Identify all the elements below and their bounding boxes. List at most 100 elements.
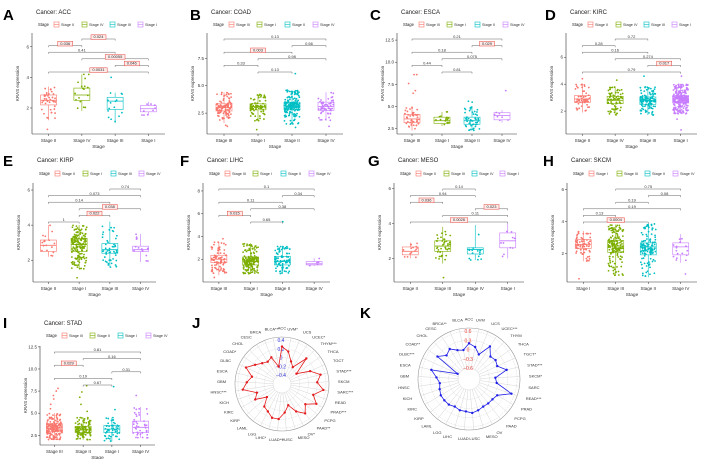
- data-point-outlier: [49, 407, 52, 410]
- data-point: [642, 226, 645, 229]
- x-tick-label: Stage II: [75, 449, 91, 454]
- data-point: [72, 236, 75, 239]
- data-point-outlier: [76, 276, 79, 279]
- data-point: [82, 73, 85, 76]
- data-point: [109, 440, 112, 442]
- x-tick-label: Stage I: [435, 138, 449, 143]
- legend-item: Stage I: [252, 170, 272, 177]
- legend-item: Stage IV: [615, 21, 638, 28]
- data-point: [621, 247, 624, 250]
- data-point: [292, 108, 295, 111]
- data-point: [443, 240, 446, 243]
- data-point: [245, 259, 248, 261]
- data-point: [146, 247, 149, 250]
- radar-category-label: SARC: [528, 385, 539, 390]
- data-point: [642, 243, 645, 245]
- data-point: [609, 110, 612, 113]
- data-point: [133, 407, 136, 409]
- box-iqr: [639, 242, 657, 256]
- data-point: [83, 237, 86, 240]
- data-point: [654, 93, 656, 95]
- data-point: [685, 254, 688, 257]
- x-tick-label: Stage I: [501, 286, 515, 291]
- data-point: [154, 107, 157, 110]
- p-value-label: 0.94: [439, 191, 448, 196]
- data-point: [680, 105, 683, 108]
- data-point: [282, 255, 284, 258]
- data-point: [248, 244, 251, 247]
- data-point: [621, 92, 624, 95]
- significance-box: [86, 210, 103, 217]
- data-point: [221, 107, 224, 110]
- comparison-bracket: 0.74: [109, 184, 141, 191]
- bracket-line: [250, 221, 283, 224]
- p-value-label: 0.036: [421, 197, 432, 202]
- data-point: [616, 234, 619, 236]
- data-point: [297, 106, 300, 109]
- comparison-bracket: 0.075: [441, 54, 503, 61]
- data-point: [255, 104, 257, 107]
- data-point: [577, 244, 580, 247]
- data-point: [80, 244, 83, 246]
- data-point: [87, 422, 90, 425]
- legend-label: Stage III: [117, 23, 131, 27]
- box-iqr: [305, 261, 323, 266]
- data-point: [136, 431, 139, 434]
- significance-box: [124, 60, 140, 67]
- significance-box: [479, 41, 495, 47]
- box-iqr: [493, 112, 511, 121]
- bracket-line: [54, 378, 113, 380]
- p-value-label: 0.017: [659, 61, 670, 66]
- significance-box: [57, 41, 73, 47]
- data-point: [644, 239, 647, 242]
- bracket-line: [410, 195, 476, 198]
- data-point: [56, 427, 59, 430]
- data-point: [608, 255, 611, 258]
- radar-category-label: CHOL: [416, 333, 428, 338]
- data-point: [406, 120, 409, 123]
- data-point: [76, 264, 78, 267]
- p-value-label: 0.21: [453, 34, 462, 39]
- data-point: [323, 107, 326, 110]
- bracket-line: [82, 358, 141, 361]
- data-point: [639, 86, 642, 89]
- data-point: [675, 92, 678, 94]
- data-point: [576, 108, 579, 111]
- data-point: [615, 225, 618, 228]
- data-point: [328, 116, 330, 119]
- data-point: [145, 254, 148, 257]
- data-point: [77, 435, 80, 438]
- data-point: [250, 255, 252, 258]
- data-point: [254, 115, 257, 118]
- y-tick-label: 2: [27, 258, 30, 263]
- data-point: [261, 106, 264, 109]
- comparison-bracket: 0.023: [475, 204, 508, 211]
- radar-grid-ring: [448, 358, 490, 400]
- box-iqr: [499, 232, 517, 249]
- data-point: [42, 234, 44, 237]
- data-point: [44, 102, 47, 105]
- data-point: [645, 88, 648, 91]
- p-value-label: 0.41: [78, 47, 87, 52]
- data-point: [609, 246, 611, 249]
- radar-spoke: [418, 376, 459, 379]
- data-point: [77, 423, 79, 426]
- radar-spoke: [437, 387, 463, 420]
- data-point: [211, 264, 213, 267]
- box-1: [40, 86, 57, 131]
- data-point: [107, 264, 110, 266]
- data-point: [121, 93, 124, 96]
- legend-label: Stage IV: [316, 172, 331, 176]
- comparison-bracket: 0.13: [583, 211, 616, 217]
- data-point: [673, 112, 676, 115]
- bracket-line: [411, 65, 443, 67]
- data-point: [283, 259, 286, 262]
- data-point: [279, 261, 282, 264]
- data-point: [260, 94, 263, 97]
- data-point: [230, 92, 232, 95]
- bracket-line: [411, 51, 473, 54]
- data-point: [281, 247, 284, 250]
- data-point: [71, 226, 74, 229]
- data-point: [242, 257, 245, 260]
